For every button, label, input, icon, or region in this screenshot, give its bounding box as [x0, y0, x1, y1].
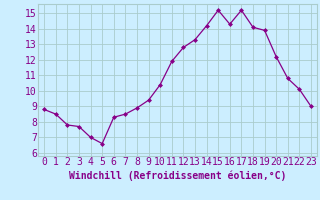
- X-axis label: Windchill (Refroidissement éolien,°C): Windchill (Refroidissement éolien,°C): [69, 170, 286, 181]
